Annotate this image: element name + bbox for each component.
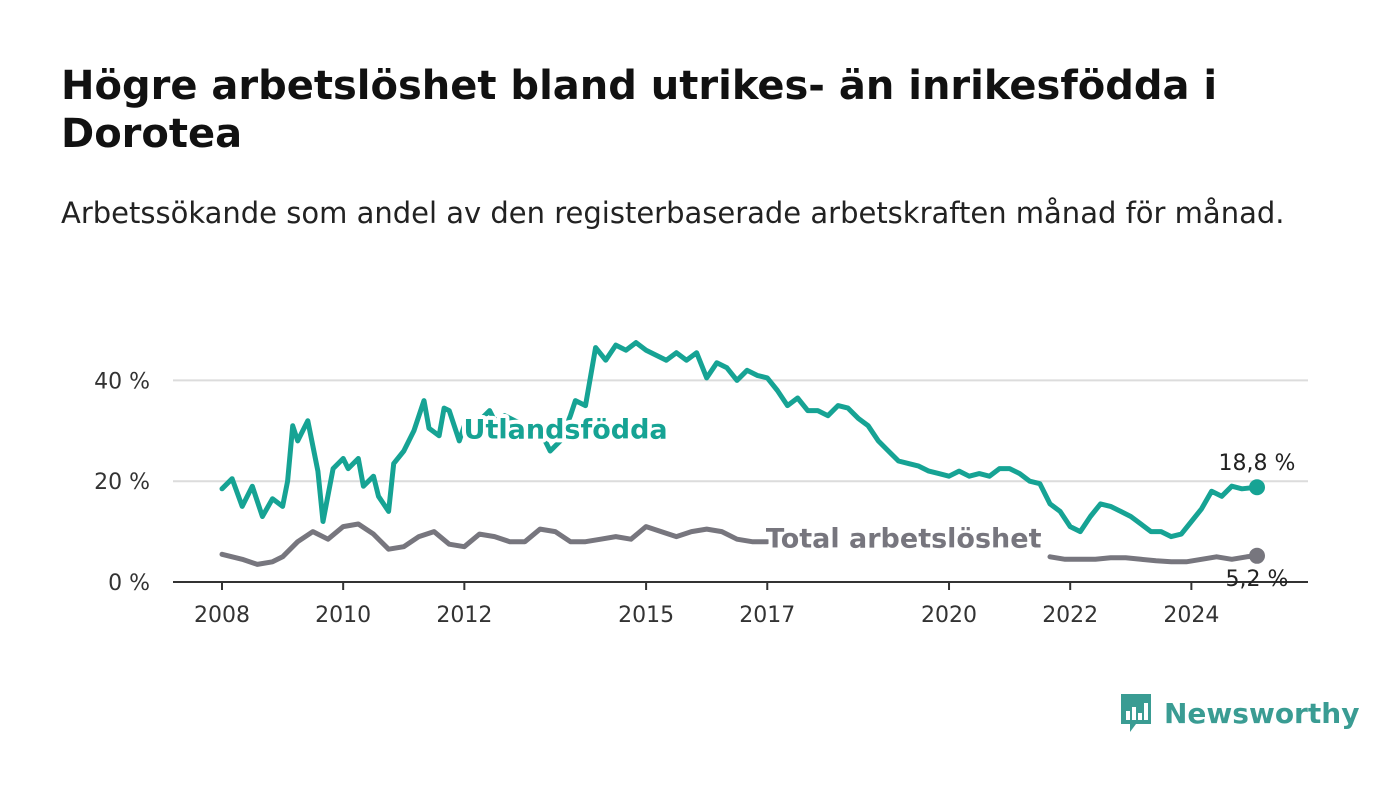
- series-name-utlandsfodda: Utlandsfödda: [464, 414, 668, 445]
- series-end-point: [1249, 479, 1265, 496]
- series-lines: [219, 340, 1265, 567]
- series-name-total: Total arbetslöshet: [766, 524, 1042, 555]
- chart-subtitle: Arbetssökande som andel av den registerb…: [61, 196, 1285, 230]
- x-tick-label: 2024: [1163, 603, 1219, 628]
- grid-lines: [173, 379, 1308, 483]
- series-name-halo: Utlandsfödda: [464, 414, 668, 445]
- x-tick-label: 2020: [921, 603, 977, 628]
- series-end-point: [1249, 547, 1265, 564]
- newsworthy-logo-icon: [1121, 694, 1151, 732]
- series-line-total: [219, 521, 1260, 567]
- x-tick-label: 2017: [739, 603, 795, 628]
- brand-logo: Newsworthy: [1118, 690, 1359, 736]
- series-name-halo: Total arbetslöshet: [766, 524, 1042, 555]
- series-labels: 18,8 %5,2 %UtlandsföddaUtlandsföddaTotal…: [460, 410, 1296, 592]
- series-line-utlandsfodda: [219, 340, 1260, 540]
- x-tick-label: 2015: [618, 603, 674, 628]
- y-tick-label: 20 %: [94, 470, 150, 495]
- series-end-label: 5,2 %: [1226, 567, 1289, 592]
- brand-name: Newsworthy: [1164, 696, 1360, 730]
- chart-title: Högre arbetslöshet bland utrikes- än inr…: [61, 63, 1218, 157]
- y-tick-label: 0 %: [108, 571, 150, 596]
- x-tick-label: 2022: [1042, 603, 1098, 628]
- x-tick-label: 2012: [436, 603, 492, 628]
- series-end-label: 18,8 %: [1219, 451, 1296, 476]
- axes: 0 % 20 % 40 % 2008 2010 2012 2015 2017 2020 2022 2…: [94, 369, 1308, 628]
- x-tick-label: 2008: [194, 603, 250, 628]
- y-tick-label: 40 %: [94, 369, 150, 394]
- x-tick-label: 2010: [315, 603, 371, 628]
